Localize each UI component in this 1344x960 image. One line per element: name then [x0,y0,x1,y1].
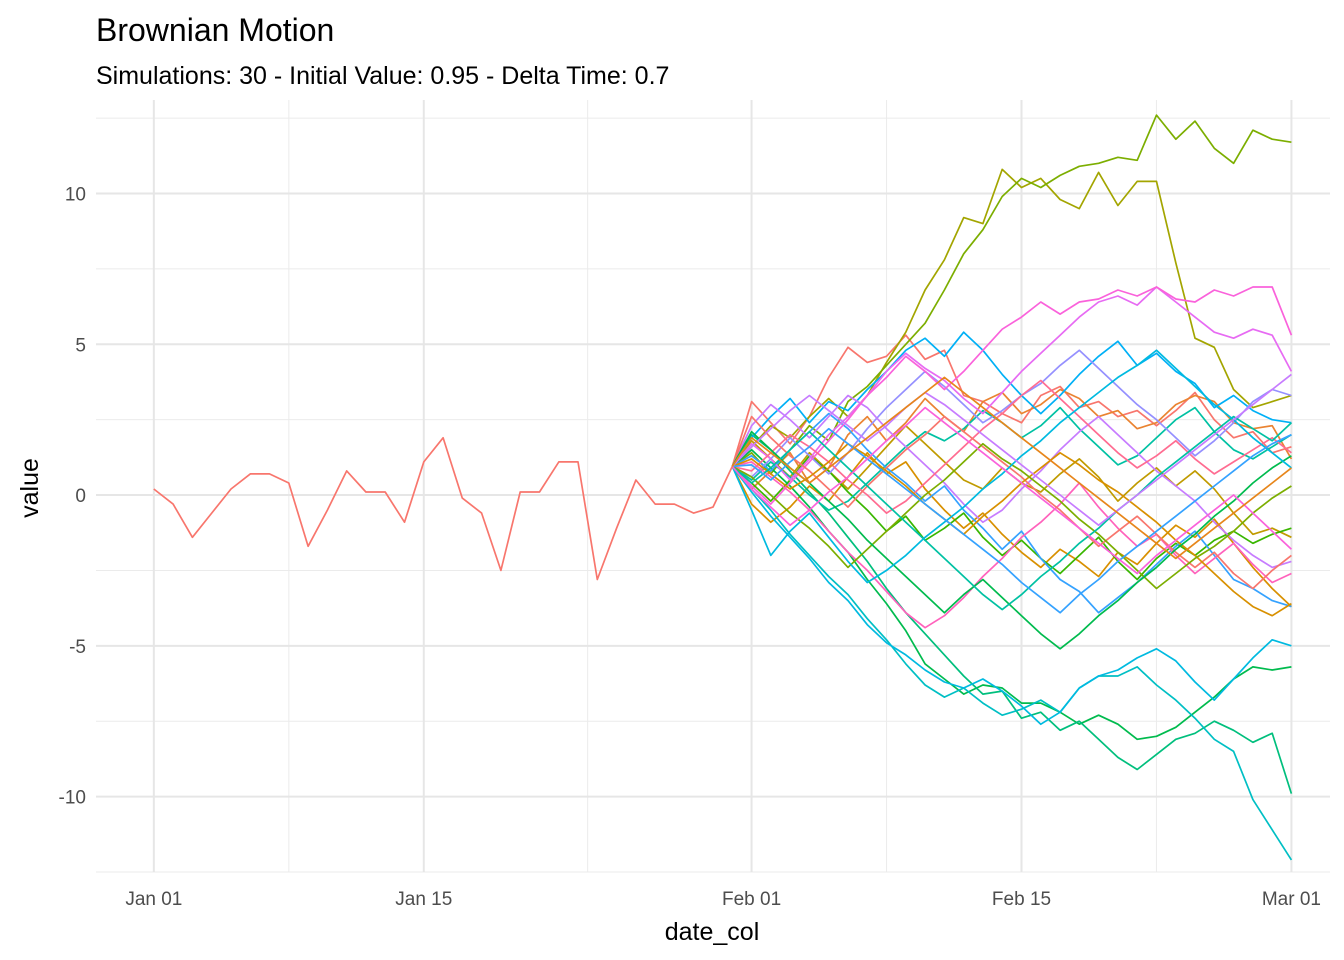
simulation-line [731,448,1292,741]
y-tick-label: 0 [75,486,86,507]
simulation-line [731,415,1292,611]
y-axis-ticks: -10 -5 0 5 10 [59,184,86,808]
simulation-line [731,394,1292,569]
simulation-line [731,168,1292,467]
chart-title: Brownian Motion [96,12,334,48]
simulation-line [731,412,1292,614]
simulation-line [731,406,1292,575]
simulation-line [732,461,1292,629]
simulation-line [731,286,1293,481]
x-tick-label: Feb 01 [722,889,781,910]
historical-line [153,436,734,581]
chart-subtitle: Simulations: 30 - Initial Value: 0.95 - … [96,62,669,90]
simulation-line [731,349,1292,584]
simulation-line [731,286,1293,505]
x-axis-ticks: Jan 01 Jan 15 Feb 01 Feb 15 Mar 01 [125,889,1321,910]
x-axis-title: date_col [665,918,760,946]
series-lines [153,114,1293,861]
y-tick-label: -5 [69,637,86,658]
x-tick-label: Jan 01 [125,889,182,910]
x-tick-label: Feb 15 [992,889,1051,910]
simulation-line [731,430,1292,650]
x-tick-label: Mar 01 [1262,889,1321,910]
y-tick-label: 10 [65,184,86,205]
grid-lines [96,100,1330,873]
simulation-line [731,465,1293,861]
simulation-line [731,373,1292,527]
simulation-line [731,376,1292,560]
simulation-line [731,331,1292,467]
simulation-line [731,465,1292,726]
y-tick-label: 5 [75,335,86,356]
simulation-line [731,442,1292,617]
y-tick-label: -10 [59,788,86,809]
simulation-line [731,415,1292,590]
simulation-line [732,379,1292,514]
simulation-line [732,427,1292,614]
simulation-line [731,433,1293,794]
y-axis-title: value [16,458,44,518]
x-tick-label: Jan 15 [395,889,452,910]
